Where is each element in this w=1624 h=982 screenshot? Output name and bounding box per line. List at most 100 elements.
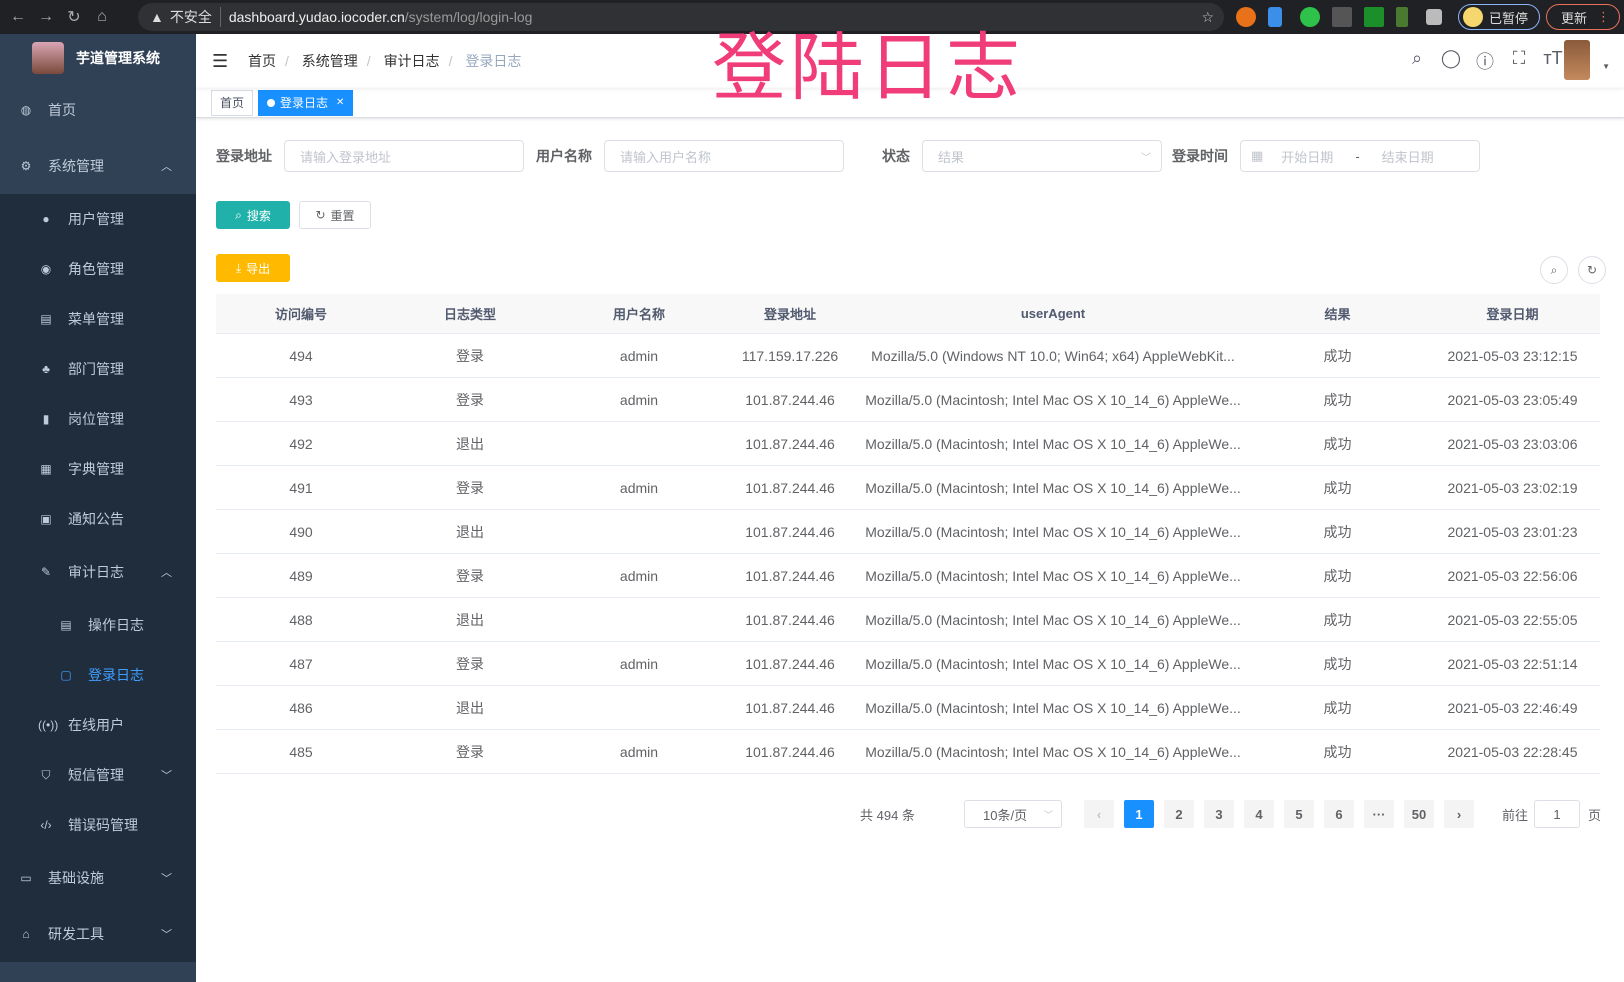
table-cell-访问编号: 489 (289, 567, 313, 584)
extension-icon[interactable] (1268, 7, 1282, 27)
extension-icon[interactable] (1300, 7, 1320, 27)
sidebar-item-tool[interactable]: ⌂ 研发工具 ﹀ (0, 906, 196, 962)
sidebar-item-menu[interactable]: ▤ 菜单管理 (0, 294, 196, 344)
page-button[interactable]: 4 (1244, 800, 1274, 828)
forward-icon[interactable]: → (38, 8, 54, 25)
avatar[interactable] (1564, 40, 1590, 80)
fullscreen-icon[interactable]: ⛶ (1512, 48, 1526, 68)
export-button[interactable]: ⤓ 导出 (216, 254, 290, 282)
table-row[interactable]: 485 登录 admin 101.87.244.46 Mozilla/5.0 (Maci… (216, 730, 1600, 774)
toggle-search-button[interactable]: ⌕ (1540, 256, 1568, 284)
sidebar-item-post[interactable]: ▮ 岗位管理 (0, 394, 196, 444)
column-header: userAgent (1020, 306, 1086, 321)
extension-icon[interactable] (1396, 7, 1408, 27)
tag-login-log[interactable]: 登录日志 ✕ (258, 89, 354, 116)
page-button[interactable]: ··· (1364, 800, 1394, 828)
close-icon[interactable]: ✕ (336, 97, 345, 108)
table-row[interactable]: 494 登录 admin 117.159.17.226 Mozilla/5.0 (Win… (216, 334, 1600, 378)
button-label: 导出 (246, 261, 271, 276)
extension-icon[interactable] (1364, 7, 1384, 27)
sidebar-item-dept[interactable]: ♣ 部门管理 (0, 344, 196, 394)
table-cell-访问编号: 487 (289, 655, 313, 672)
tag-home[interactable]: 首页 (211, 89, 254, 116)
font-size-icon[interactable]: ᴛT (1543, 48, 1563, 68)
table-cell-登录日期: 2021-05-03 22:55:05 (1447, 611, 1578, 628)
caret-down-icon[interactable]: ▼ (1602, 62, 1610, 71)
table-row[interactable]: 487 登录 admin 101.87.244.46 Mozilla/5.0 (Maci… (216, 642, 1600, 686)
sidebar-item-online[interactable]: ((•)) 在线用户 (0, 700, 196, 750)
table-cell-访问编号: 486 (289, 699, 313, 716)
status-select[interactable]: 结果 ﹀ (922, 140, 1162, 172)
table-row[interactable]: 486 退出 101.87.244.46 Mozilla/5.0 (Macintosh… (216, 686, 1600, 730)
github-icon[interactable]: ◯ (1440, 48, 1462, 68)
sidebar-item-home[interactable]: ◍ 首页 (0, 82, 196, 138)
hamburger-icon[interactable]: ☰ (212, 50, 229, 71)
sidebar-item-label: 审计日志 (68, 564, 124, 580)
ip-input[interactable]: 请输入登录地址 (284, 140, 524, 172)
next-page-button[interactable]: › (1444, 800, 1474, 828)
home-icon[interactable]: ⌂ (97, 8, 107, 25)
goto-page-input[interactable]: 1 (1534, 800, 1580, 828)
back-icon[interactable]: ← (10, 8, 26, 25)
page-button[interactable]: 2 (1164, 800, 1194, 828)
page-size-select[interactable]: 10条/页 ﹀ (964, 800, 1062, 828)
refresh-icon: ↻ (1586, 263, 1598, 277)
search-icon[interactable]: ⌕ (1411, 48, 1423, 68)
column-header: 用户名称 (612, 307, 665, 322)
extension-icon[interactable] (1236, 7, 1256, 27)
page-button[interactable]: 6 (1324, 800, 1354, 828)
sidebar-item-role[interactable]: ◉ 角色管理 (0, 244, 196, 294)
reload-icon[interactable]: ↻ (67, 9, 81, 26)
table-cell-结果: 成功 (1323, 743, 1352, 760)
update-button[interactable]: 更新 ⋮ (1546, 4, 1620, 30)
submenu-system: ● 用户管理 ◉ 角色管理 ▤ 菜单管理 ♣ 部门管理 ▮ 岗位管理 ▦ 字典管理 ▣ 通知公… (0, 194, 196, 850)
page-button[interactable]: 50 (1404, 800, 1434, 828)
table-row[interactable]: 489 登录 admin 101.87.244.46 Mozilla/5.0 (Maci… (216, 554, 1600, 598)
sidebar-item-notice[interactable]: ▣ 通知公告 (0, 494, 196, 544)
page-button[interactable]: 3 (1204, 800, 1234, 828)
placeholder: 请输入用户名称 (620, 149, 712, 165)
table-row[interactable]: 488 退出 101.87.244.46 Mozilla/5.0 (Macintosh… (216, 598, 1600, 642)
sidebar-item-label: 通知公告 (68, 511, 124, 527)
logo[interactable]: 芋道管理系统 (0, 34, 196, 82)
table-cell-useragent: Mozilla/5.0 (Macintosh; Intel Mac OS X 1… (865, 435, 1241, 452)
username-input[interactable]: 请输入用户名称 (604, 140, 844, 172)
table-row[interactable]: 490 退出 101.87.244.46 Mozilla/5.0 (Macintosh… (216, 510, 1600, 554)
address-bar[interactable]: ▲ 不安全 dashboard.yudao.iocoder.cn/system/… (138, 3, 1224, 31)
sidebar-item-login-log[interactable]: ▢ 登录日志 (0, 650, 196, 700)
breadcrumb-item[interactable]: 审计日志 (383, 53, 440, 69)
sidebar-item-operate-log[interactable]: ▤ 操作日志 (0, 600, 196, 650)
refresh-button[interactable]: ↻ (1578, 256, 1606, 284)
message-icon: ▣ (40, 512, 52, 526)
table-row[interactable]: 493 登录 admin 101.87.244.46 Mozilla/5.0 (Maci… (216, 378, 1600, 422)
sidebar-item-dict[interactable]: ▦ 字典管理 (0, 444, 196, 494)
sidebar-item-error-code[interactable]: ‹/› 错误码管理 (0, 800, 196, 850)
sidebar-item-infra[interactable]: ▭ 基础设施 ﹀ (0, 850, 196, 906)
breadcrumb: 首页 / 系统管理 / 审计日志 / 登录日志 (248, 53, 522, 69)
breadcrumb-item[interactable]: 首页 (248, 53, 276, 69)
table-row[interactable]: 491 登录 admin 101.87.244.46 Mozilla/5.0 (Maci… (216, 466, 1600, 510)
question-icon[interactable]: ⓘ (1476, 52, 1494, 72)
date-range-picker[interactable]: ▦ 开始日期 - 结束日期 (1240, 140, 1480, 172)
download-icon: ⤓ (235, 260, 242, 275)
bookmark-star-icon[interactable]: ☆ (1201, 8, 1214, 25)
sidebar-item-label: 角色管理 (68, 261, 124, 277)
sidebar-item-system[interactable]: ⚙ 系统管理 ︿ (0, 138, 196, 194)
profile-button[interactable]: 已暂停 (1458, 4, 1540, 30)
extension-icon[interactable] (1332, 7, 1352, 27)
page-button[interactable]: 5 (1284, 800, 1314, 828)
table-cell-登录日期: 2021-05-03 22:56:06 (1447, 567, 1578, 584)
search-button[interactable]: ⌕ 搜索 (216, 201, 290, 229)
table-row[interactable]: 492 退出 101.87.244.46 Mozilla/5.0 (Macintosh… (216, 422, 1600, 466)
puzzle-icon[interactable] (1426, 9, 1442, 25)
sidebar-item-sms[interactable]: ⛉ 短信管理 ﹀ (0, 750, 196, 800)
table-cell-用户名称: admin (619, 567, 659, 584)
page-button[interactable]: 1 (1124, 800, 1154, 828)
prev-page-button[interactable]: ‹ (1084, 800, 1114, 828)
goto-value: 1 (1553, 806, 1561, 822)
breadcrumb-item[interactable]: 系统管理 (301, 53, 358, 69)
column-header: 访问编号 (274, 307, 327, 322)
sidebar-item-user[interactable]: ● 用户管理 (0, 194, 196, 244)
reset-button[interactable]: ↻ 重置 (299, 201, 371, 229)
sidebar-item-audit[interactable]: ✎ 审计日志 ︿ (0, 544, 196, 600)
